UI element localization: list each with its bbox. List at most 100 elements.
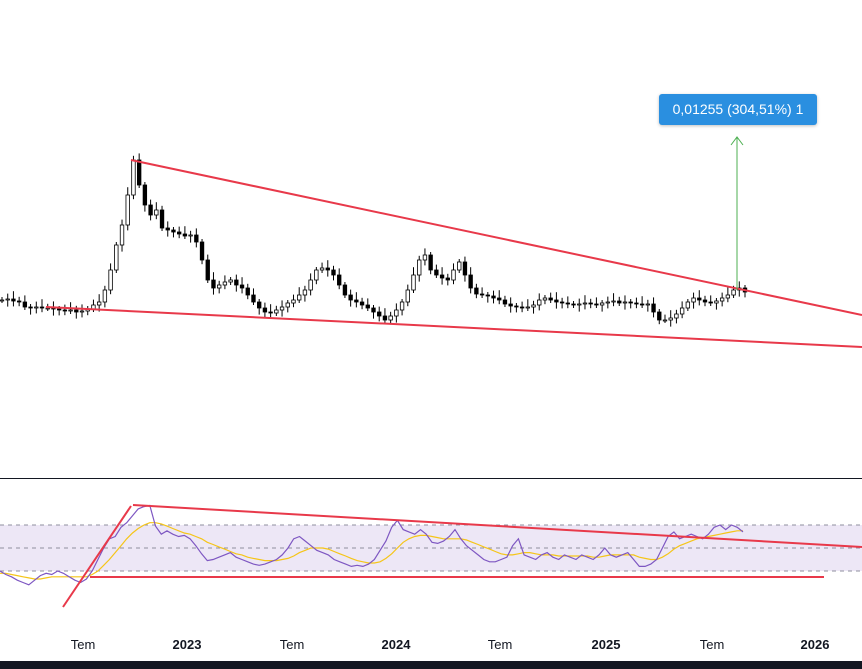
- candle-body: [445, 277, 450, 281]
- candle: [28, 304, 33, 315]
- candle: [485, 292, 490, 303]
- candle-body: [251, 294, 256, 303]
- candle: [405, 284, 410, 307]
- candle: [297, 287, 302, 303]
- candle-body: [217, 284, 222, 289]
- candle-body: [679, 307, 685, 315]
- candle-body: [0, 299, 5, 302]
- candle: [228, 277, 233, 285]
- candle: [342, 282, 348, 298]
- candle: [411, 267, 416, 293]
- candle: [554, 292, 559, 309]
- candle-body: [125, 194, 130, 226]
- candle: [188, 230, 193, 243]
- candle: [0, 297, 5, 303]
- candle-body: [645, 303, 651, 306]
- rsi-ma-line: [0, 522, 743, 580]
- candle-body: [5, 298, 10, 301]
- candle-body: [314, 269, 319, 281]
- rsi-pane[interactable]: [0, 504, 862, 608]
- candle-body: [262, 307, 268, 313]
- candle-body: [199, 241, 205, 261]
- candle-body: [622, 301, 628, 304]
- candle-body: [154, 209, 159, 216]
- candle-body: [11, 298, 16, 302]
- candle: [542, 295, 548, 305]
- candle: [325, 260, 330, 277]
- candle-body: [611, 300, 616, 303]
- candle-body: [485, 294, 490, 297]
- candle-body: [457, 261, 462, 271]
- candle-body: [508, 303, 513, 307]
- candle-body: [285, 302, 290, 308]
- price-pane[interactable]: [0, 136, 862, 348]
- candle-body: [371, 307, 376, 313]
- candle: [702, 295, 708, 307]
- candle-body: [302, 289, 308, 296]
- candle-body: [405, 289, 410, 303]
- candle: [177, 226, 182, 239]
- candle: [5, 293, 10, 307]
- bottom-bar: [0, 661, 862, 669]
- candle: [417, 255, 422, 282]
- x-axis[interactable]: Tem 2023 Tem 2024 Tem 2025 Tem 2026: [71, 637, 830, 652]
- candle: [388, 311, 393, 323]
- candle: [519, 301, 525, 313]
- candle-body: [177, 231, 182, 235]
- x-tick-label: Tem: [700, 637, 725, 652]
- candle-body: [205, 259, 210, 281]
- candle: [34, 301, 39, 314]
- candle: [314, 267, 319, 285]
- candle-body: [74, 309, 79, 313]
- candle-body: [388, 315, 393, 321]
- measure-label[interactable]: 0,01255 (304,51%) 1: [659, 94, 817, 125]
- candle-body: [479, 293, 485, 296]
- candle-body: [331, 269, 336, 276]
- candle: [434, 264, 439, 278]
- candle-body: [599, 302, 605, 306]
- candle-body: [548, 297, 553, 301]
- x-tick-label: 2026: [801, 637, 830, 652]
- candle-body: [714, 300, 719, 304]
- candle-body: [417, 259, 422, 276]
- candle: [148, 199, 153, 221]
- x-tick-label: Tem: [488, 637, 513, 652]
- candle: [662, 314, 668, 323]
- candle-body: [514, 305, 519, 308]
- candle: [628, 299, 633, 309]
- candle: [108, 263, 113, 295]
- upper-trendline: [130, 159, 862, 316]
- candle: [331, 265, 336, 281]
- candle-body: [525, 306, 530, 309]
- candle: [85, 306, 90, 316]
- candle-body: [668, 317, 673, 321]
- candle-body: [674, 313, 679, 319]
- rsi-line: [0, 504, 744, 586]
- candle-body: [617, 300, 622, 304]
- candle: [599, 300, 605, 312]
- candle: [605, 296, 611, 309]
- measure-arrow-head: [730, 136, 744, 146]
- candle: [508, 297, 513, 313]
- lower-trendline: [45, 306, 862, 348]
- candle-body: [268, 311, 273, 314]
- candle-body: [565, 302, 570, 305]
- candle: [285, 300, 290, 313]
- candle: [474, 283, 479, 299]
- candle: [119, 219, 125, 252]
- candle-body: [325, 267, 330, 271]
- candle: [291, 294, 296, 308]
- candle-body: [651, 303, 656, 313]
- candle: [319, 262, 325, 273]
- candle: [354, 292, 359, 308]
- candle-body: [554, 299, 559, 303]
- candle-body: [108, 269, 113, 291]
- candle: [142, 182, 148, 212]
- candle: [565, 296, 570, 309]
- candle-body: [148, 204, 153, 216]
- candle: [194, 228, 199, 248]
- candle-body: [142, 184, 148, 206]
- candle-body: [365, 304, 370, 309]
- candle-body: [519, 306, 525, 309]
- candle-body: [182, 233, 188, 237]
